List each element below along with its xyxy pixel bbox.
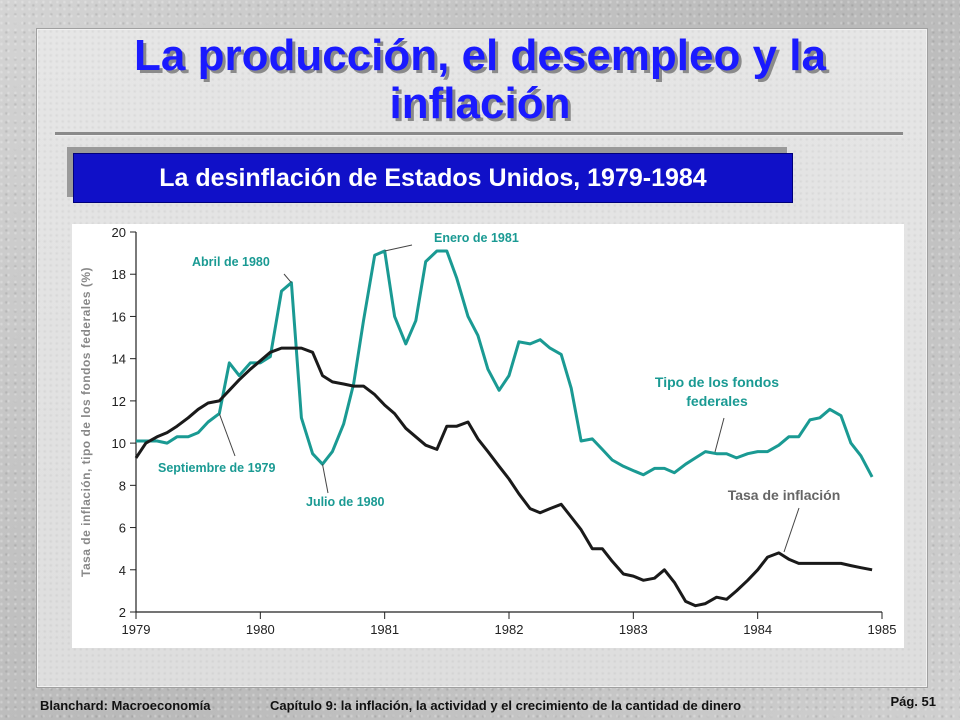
chart-panel: Tasa de inflación, tipo de los fondos fe… bbox=[72, 224, 904, 648]
y-tick-label: 4 bbox=[119, 563, 126, 578]
y-tick-label: 6 bbox=[119, 521, 126, 536]
y-tick-group: 2 4 6 8 10 12 14 16 18 20 bbox=[112, 225, 136, 620]
fed-funds-rate-line bbox=[136, 249, 874, 478]
y-tick-label: 20 bbox=[112, 225, 126, 240]
page-number: Pág. 51 bbox=[890, 694, 936, 709]
y-tick-label: 12 bbox=[112, 394, 126, 409]
annotation-leader bbox=[218, 413, 236, 457]
x-tick-label: 1979 bbox=[122, 622, 151, 637]
chart-axes: Tasa de inflación, tipo de los fondos fe… bbox=[79, 232, 882, 613]
annotation-leader bbox=[384, 244, 413, 252]
slide-title: La producción, el desempleo y la inflaci… bbox=[134, 31, 826, 128]
inflation-rate-line bbox=[134, 346, 873, 608]
annotation-group: Abril de 1980 Enero de 1981 Septiembre de … bbox=[158, 231, 519, 509]
annotation-leader bbox=[283, 273, 292, 283]
legend-fed-funds: Tipo de los fondos federales bbox=[655, 374, 779, 453]
x-tick-group: 1979 1980 1981 1982 1983 1984 1985 bbox=[122, 612, 897, 637]
annotation-label: Julio de 1980 bbox=[306, 495, 385, 509]
x-tick-label: 1980 bbox=[246, 622, 275, 637]
legend-inflation-label: Tasa de inflación bbox=[728, 487, 841, 503]
footer-book: Blanchard: Macroeconomía bbox=[40, 698, 211, 713]
y-tick-label: 16 bbox=[112, 309, 126, 324]
legend-fed-funds-line2: federales bbox=[686, 393, 748, 409]
series-lines bbox=[134, 249, 874, 608]
annotation-label: Enero de 1981 bbox=[434, 231, 519, 245]
annotation-label: Septiembre de 1979 bbox=[158, 461, 275, 475]
y-tick-label: 2 bbox=[119, 605, 126, 620]
legend-inflation: Tasa de inflación bbox=[728, 487, 841, 553]
y-tick-label: 14 bbox=[112, 352, 126, 367]
y-axis-label: Tasa de inflación, tipo de los fondos fe… bbox=[79, 267, 93, 577]
x-tick-label: 1984 bbox=[743, 622, 772, 637]
legend-fed-funds-line1: Tipo de los fondos bbox=[655, 374, 779, 390]
x-tick-label: 1983 bbox=[619, 622, 648, 637]
legend-fed-funds-leader bbox=[714, 417, 725, 453]
annotation-label: Abril de 1980 bbox=[192, 255, 270, 269]
footer-chapter: Capítulo 9: la inflación, la actividad y… bbox=[270, 698, 742, 713]
chart: Tasa de inflación, tipo de los fondos fe… bbox=[79, 225, 897, 637]
y-tick-label: 10 bbox=[112, 436, 126, 451]
x-tick-label: 1985 bbox=[868, 622, 897, 637]
x-tick-label: 1981 bbox=[370, 622, 399, 637]
y-tick-label: 8 bbox=[119, 478, 126, 493]
slide-subtitle: La desinflación de Estados Unidos, 1979-… bbox=[73, 153, 793, 203]
y-tick-label: 18 bbox=[112, 267, 126, 282]
legend-inflation-leader bbox=[783, 507, 800, 553]
title-divider bbox=[55, 132, 903, 136]
x-tick-label: 1982 bbox=[495, 622, 524, 637]
annotation-leader bbox=[322, 464, 329, 494]
